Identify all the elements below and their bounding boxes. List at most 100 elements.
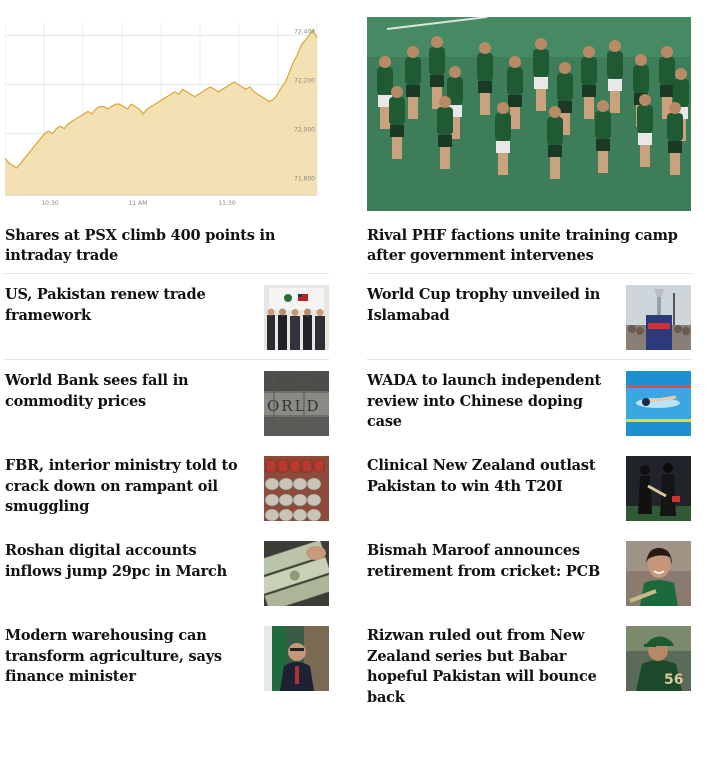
player-shirt xyxy=(507,67,523,95)
player-head xyxy=(661,46,673,58)
world-bank-building-photo[interactable]: ORLD xyxy=(264,371,329,436)
player-legs xyxy=(662,97,672,119)
y-tick-label: 72,400 xyxy=(294,28,315,35)
dollar-notes-photo[interactable] xyxy=(264,541,329,606)
player-shirt xyxy=(437,107,453,135)
player-shorts xyxy=(608,79,622,91)
cricketers-photo[interactable] xyxy=(626,456,691,521)
divider xyxy=(367,359,691,360)
player-shirt xyxy=(659,57,675,85)
player-shirt xyxy=(495,113,511,141)
headline[interactable]: Rizwan ruled out from New Zealand series… xyxy=(367,627,597,706)
player-legs xyxy=(560,113,570,135)
headline[interactable]: FBR, interior ministry told to crack dow… xyxy=(5,457,238,515)
player-head xyxy=(449,66,461,78)
player-shirt xyxy=(429,47,445,75)
player-shirt xyxy=(533,49,549,77)
player-legs xyxy=(498,153,508,175)
signing-ceremony-photo[interactable] xyxy=(264,285,329,350)
player-shirt xyxy=(389,97,405,125)
player-legs xyxy=(510,107,520,129)
player-head xyxy=(549,106,561,118)
player-shorts xyxy=(596,139,610,151)
player-shirt xyxy=(595,111,611,139)
player-shirt xyxy=(447,77,463,105)
svg-text:56: 56 xyxy=(664,672,683,688)
y-tick-label: 71,800 xyxy=(294,176,315,183)
oil-barrels-photo[interactable] xyxy=(264,456,329,521)
player-head xyxy=(407,46,419,58)
player-shorts xyxy=(430,75,444,87)
hockey-team-training-photo[interactable] xyxy=(367,17,691,211)
player-shorts xyxy=(406,85,420,97)
player-shorts xyxy=(378,95,392,107)
player-shirt xyxy=(633,65,649,93)
player-shorts xyxy=(534,77,548,89)
list-item[interactable]: Roshan digital accounts inflows jump 29p… xyxy=(5,541,329,607)
list-item[interactable]: WADA to launch independent review into C… xyxy=(367,371,691,437)
list-item[interactable]: Rizwan ruled out from New Zealand series… xyxy=(367,626,691,706)
player-shirt xyxy=(673,79,689,107)
divider xyxy=(367,273,691,274)
chart-x-ticks: 10:30 11 AM 11:30 xyxy=(41,200,235,207)
player-legs xyxy=(380,107,390,129)
player-head xyxy=(535,38,547,50)
player-legs xyxy=(670,153,680,175)
psx-chart-link[interactable]: 10:30 11 AM 11:30 72,400 72,200 72,000 71,800 xyxy=(5,17,329,211)
player-shorts xyxy=(582,85,596,97)
player-shorts xyxy=(558,101,572,113)
player-shorts xyxy=(548,145,562,157)
player-legs xyxy=(584,97,594,119)
babar-azam-photo[interactable]: 56 xyxy=(626,626,691,691)
player-legs xyxy=(392,137,402,159)
index-line xyxy=(5,29,318,169)
player-shirt xyxy=(581,57,597,85)
headline[interactable]: Clinical New Zealand outlast Pakistan to… xyxy=(367,457,596,495)
player-head xyxy=(479,42,491,54)
player-legs xyxy=(480,93,490,115)
player-head xyxy=(559,62,571,74)
list-item[interactable]: Clinical New Zealand outlast Pakistan to… xyxy=(367,456,691,522)
player-legs xyxy=(536,89,546,111)
player-shorts xyxy=(508,95,522,107)
list-item[interactable]: Bismah Maroof announces retirement from … xyxy=(367,541,691,607)
headline[interactable]: World Bank sees fall in commodity prices xyxy=(5,372,189,410)
y-tick-label: 72,000 xyxy=(294,127,315,134)
headline[interactable]: Bismah Maroof announces retirement from … xyxy=(367,542,601,580)
list-item[interactable]: Modern warehousing can transform agricul… xyxy=(5,626,329,692)
player-legs xyxy=(440,147,450,169)
headline[interactable]: Roshan digital accounts inflows jump 29p… xyxy=(5,542,228,580)
player-legs xyxy=(598,151,608,173)
player-head xyxy=(431,36,443,48)
player-shorts xyxy=(638,133,652,145)
headline[interactable]: WADA to launch independent review into C… xyxy=(367,372,602,430)
lead-headline[interactable]: Rival PHF factions unite training camp a… xyxy=(367,227,678,264)
divider xyxy=(5,359,329,360)
list-item[interactable]: FBR, interior ministry told to crack dow… xyxy=(5,456,329,522)
headline[interactable]: World Cup trophy unveiled in Islamabad xyxy=(367,286,601,324)
player-head xyxy=(379,56,391,68)
player-head xyxy=(675,68,687,80)
x-tick-label: 10:30 xyxy=(41,200,58,207)
chart-area-series xyxy=(5,29,318,196)
finance-minister-photo[interactable] xyxy=(264,626,329,691)
player-legs xyxy=(408,97,418,119)
index-area xyxy=(5,30,317,196)
trophy-unveiling-photo[interactable] xyxy=(626,285,691,350)
bismah-maroof-photo[interactable] xyxy=(626,541,691,606)
list-item[interactable]: World Bank sees fall in commodity prices… xyxy=(5,371,329,437)
lead-headline[interactable]: Shares at PSX climb 400 points in intrad… xyxy=(5,227,276,264)
swimmer-photo[interactable] xyxy=(626,371,691,436)
headline[interactable]: Modern warehousing can transform agricul… xyxy=(5,627,222,685)
player-head xyxy=(609,40,621,52)
list-item[interactable]: World Cup trophy unveiled in Islamabad xyxy=(367,285,691,351)
player-head xyxy=(509,56,521,68)
svg-text:ORLD: ORLD xyxy=(267,397,321,415)
player-shorts xyxy=(438,135,452,147)
player-head xyxy=(439,96,451,108)
player-legs xyxy=(640,145,650,167)
headline[interactable]: US, Pakistan renew trade framework xyxy=(5,286,206,324)
player-head xyxy=(639,94,651,106)
list-item[interactable]: US, Pakistan renew trade framework xyxy=(5,285,329,351)
player-head xyxy=(583,46,595,58)
